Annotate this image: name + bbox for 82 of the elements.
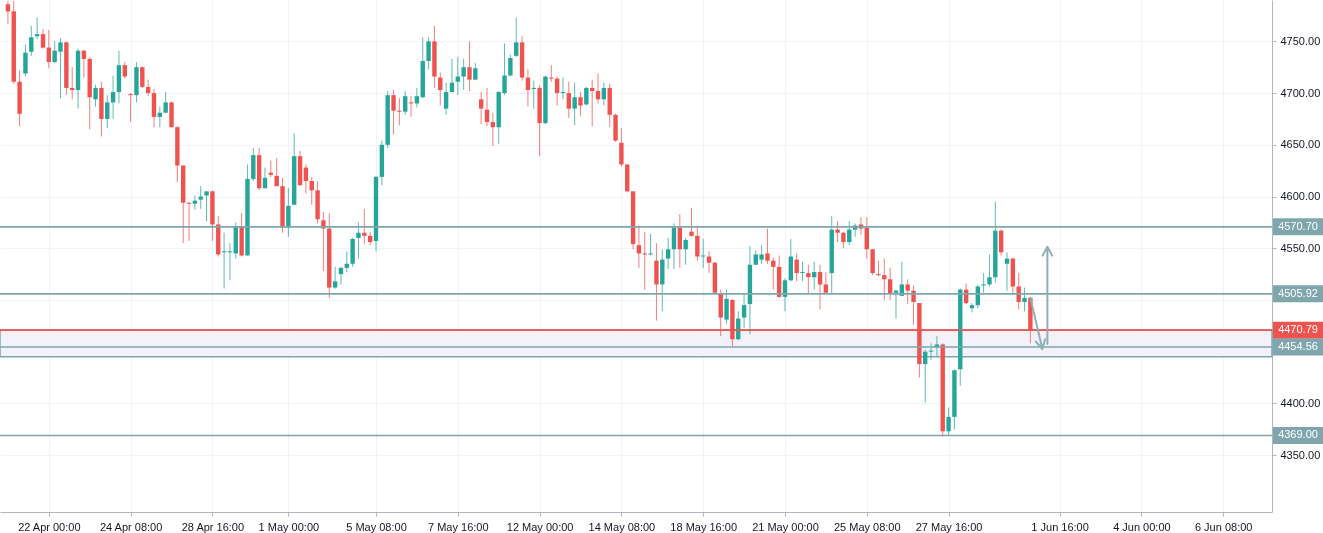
candlestick	[29, 25, 34, 57]
x-tick-label: 25 May 08:00	[833, 520, 901, 533]
candlestick	[765, 228, 770, 265]
ref-line-label: 4470.79	[1278, 323, 1318, 336]
candlestick	[356, 221, 361, 260]
candlestick	[204, 190, 209, 222]
candlestick	[391, 89, 396, 135]
ref-line-label: 4505.92	[1278, 286, 1318, 299]
candlestick	[794, 252, 799, 282]
candlestick	[987, 253, 992, 288]
candlestick	[426, 36, 431, 70]
candlestick	[905, 278, 910, 305]
x-tick-label: 1 Jun 16:00	[1031, 520, 1089, 533]
x-tick-label: 22 Apr 00:00	[18, 520, 81, 533]
candlestick	[514, 17, 519, 58]
candlestick	[724, 289, 729, 325]
candlestick	[654, 242, 659, 322]
candlestick	[1016, 272, 1021, 310]
candlestick	[946, 407, 951, 436]
candlestick	[578, 91, 583, 117]
candlestick	[741, 294, 747, 329]
x-tick-label: 21 May 00:00	[752, 520, 819, 533]
ref-line-label: 4369.00	[1278, 428, 1318, 441]
ref-line-label: 4454.56	[1278, 339, 1318, 352]
y-tick-label: 4400.00	[1280, 396, 1321, 409]
candlestick	[695, 224, 700, 262]
candlestick	[835, 220, 840, 243]
x-tick-label: 4 Jun 00:00	[1113, 520, 1171, 533]
candlestick	[665, 237, 671, 270]
candlestick	[403, 90, 408, 116]
candlestick	[163, 91, 168, 114]
y-tick-label: 4650.00	[1280, 138, 1321, 151]
candlestick	[397, 97, 402, 126]
candlestick	[251, 147, 256, 182]
candlestick	[321, 211, 326, 272]
candlestick	[274, 157, 279, 187]
candlestick	[128, 92, 133, 123]
candlestick	[332, 266, 338, 290]
candlestick	[882, 258, 887, 301]
candlestick	[806, 264, 811, 295]
candlestick	[93, 84, 98, 108]
candlestick	[648, 233, 653, 256]
candlestick	[566, 81, 572, 119]
candlestick	[140, 65, 145, 89]
y-tick-label: 4550.00	[1280, 241, 1321, 254]
x-tick-label: 27 May 16:00	[915, 520, 983, 533]
candlestick	[981, 272, 986, 294]
candlestick	[467, 40, 472, 92]
y-tick-label: 4750.00	[1280, 34, 1321, 47]
candlestick	[40, 28, 46, 50]
candlestick	[508, 54, 513, 78]
y-tick-label: 4350.00	[1280, 448, 1321, 461]
x-tick-label: 24 Apr 08:00	[99, 520, 163, 533]
candlestick	[870, 248, 875, 276]
x-tick-label: 18 May 16:00	[670, 520, 738, 533]
candlestick	[619, 127, 624, 168]
candlestick	[689, 207, 694, 238]
y-tick-label: 4600.00	[1280, 190, 1321, 203]
x-tick-label: 6 Jun 08:00	[1194, 520, 1253, 533]
x-tick-label: 14 May 08:00	[588, 520, 656, 533]
x-tick-label: 1 May 00:00	[258, 520, 320, 533]
candlestick	[572, 82, 577, 126]
candlestick	[23, 43, 28, 78]
candlestick	[771, 257, 776, 291]
candlestick	[461, 58, 466, 91]
x-tick-label: 7 May 16:00	[428, 520, 489, 533]
candlestick	[683, 237, 688, 266]
candlestick	[478, 91, 484, 125]
candlestick	[362, 208, 367, 245]
x-tick-label: 5 May 08:00	[346, 520, 407, 533]
candlestick	[105, 94, 110, 129]
candlestick	[800, 261, 805, 282]
x-tick-label: 28 Apr 16:00	[181, 520, 245, 533]
y-tick-label: 4700.00	[1280, 86, 1321, 99]
x-tick-label: 12 May 00:00	[506, 520, 574, 533]
candlestick	[286, 187, 291, 238]
candlestick	[700, 238, 706, 269]
candlestick	[584, 86, 589, 106]
candlestick	[1022, 287, 1027, 312]
candlestick	[151, 88, 157, 128]
ref-line-label: 4570.70	[1278, 219, 1318, 232]
candlestick	[443, 82, 449, 116]
